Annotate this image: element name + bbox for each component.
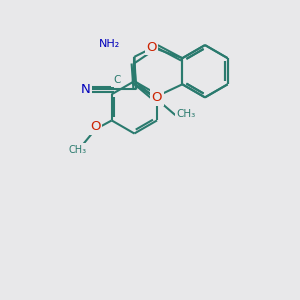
Text: NH₂: NH₂ bbox=[98, 39, 120, 49]
Text: C: C bbox=[113, 76, 121, 85]
Text: N: N bbox=[81, 83, 91, 96]
Text: N: N bbox=[151, 91, 161, 104]
Text: O: O bbox=[90, 121, 101, 134]
Text: CH₃: CH₃ bbox=[176, 109, 195, 119]
Text: O: O bbox=[151, 91, 162, 104]
Text: CH₃: CH₃ bbox=[68, 145, 87, 155]
Text: O: O bbox=[146, 41, 157, 54]
